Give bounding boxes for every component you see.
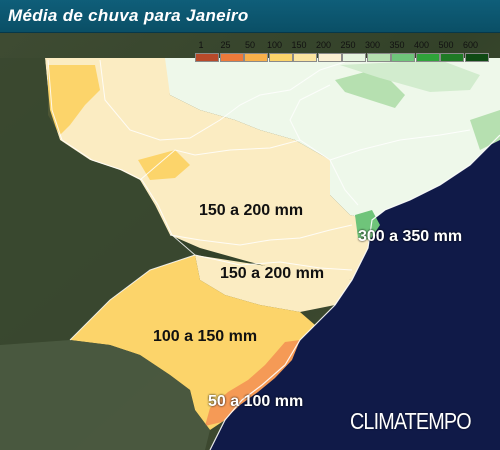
legend-tick-label: 150	[291, 40, 307, 50]
region-label-150-200-north: 150 a 200 mm	[199, 202, 304, 219]
rain-area-150-200-south	[195, 255, 352, 312]
rain-area-300-350-a	[335, 72, 405, 108]
land-west	[0, 58, 195, 345]
rain-area-300-350-b	[470, 110, 500, 150]
legend-tick-label: 250	[340, 40, 356, 50]
legend-tick-label: 100	[266, 40, 283, 50]
region-label-150-200-south: 150 a 200 mm	[220, 265, 325, 282]
legend-tick-label: 400	[413, 40, 430, 50]
boundaries	[47, 59, 471, 341]
legend-swatch	[317, 53, 342, 62]
legend-swatch	[464, 53, 489, 62]
legend-tick-label: 600	[462, 40, 479, 50]
legend-tick-label: 25	[220, 40, 231, 50]
legend-tick-label: 200	[315, 40, 332, 50]
legend-tick-label: 50	[244, 40, 256, 50]
coastline	[209, 134, 500, 450]
region-label-50-100: 50 a 100 mm	[208, 393, 304, 410]
land-southwest	[0, 340, 210, 450]
legend-swatch	[415, 53, 440, 62]
legend-swatch	[342, 53, 366, 62]
ocean	[210, 135, 500, 450]
rain-area-300-350-c	[340, 60, 480, 92]
legend-swatch	[219, 53, 244, 62]
rain-area-100-150-nw2	[138, 150, 190, 180]
legend-swatch	[244, 53, 268, 62]
legend-swatch	[195, 53, 219, 62]
legend-tick-label: 300	[364, 40, 381, 50]
legend-tick-label: 1	[198, 40, 204, 50]
legend-swatch	[293, 53, 317, 62]
title-bar: Média de chuva para Janeiro	[0, 0, 500, 33]
rain-area-100-150-nw	[48, 65, 100, 135]
region-label-300-350: 300 a 350 mm	[358, 228, 463, 245]
rain-area-150-200-north	[45, 58, 372, 280]
legend-swatch	[391, 53, 415, 62]
rain-area-300-350-coast	[355, 210, 380, 240]
legend-swatch	[366, 53, 391, 62]
region-label-100-150: 100 a 150 mm	[153, 328, 258, 345]
rain-area-50-100	[205, 340, 300, 426]
map-title: Média de chuva para Janeiro	[8, 6, 249, 25]
legend-swatch	[440, 53, 464, 62]
rain-area-250-300	[160, 58, 500, 220]
legend-tick-label: 500	[438, 40, 454, 50]
legend-swatch	[268, 53, 293, 62]
legend-tick-label: 350	[389, 40, 405, 50]
climatempo-logo: CLIMATEMPO	[350, 408, 472, 434]
